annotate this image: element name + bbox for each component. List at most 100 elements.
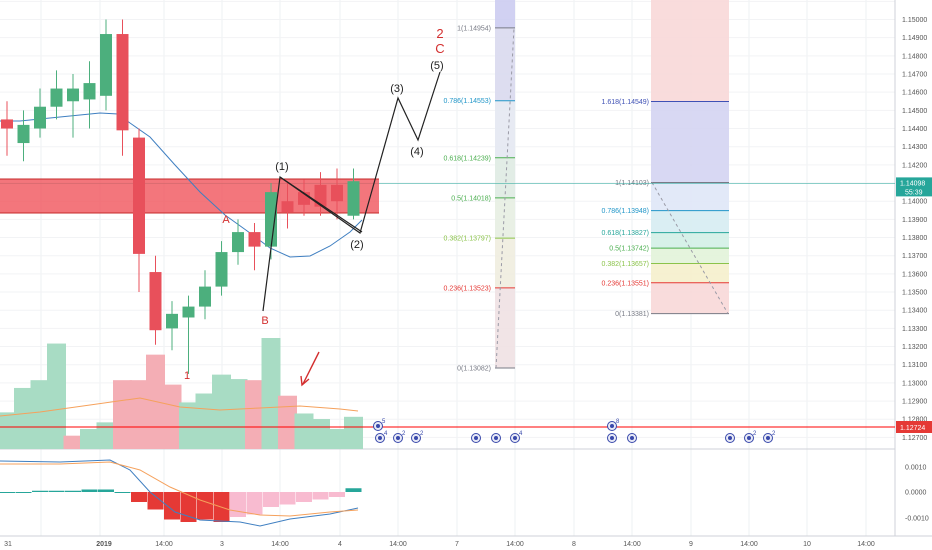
- osc-bar-6: [98, 489, 114, 492]
- osc-bar-20: [329, 492, 345, 497]
- osc-bar-17: [279, 492, 296, 505]
- fib-retracement[interactable]: 1(1.14954) 0.786(1.14553) 0.618(1.14239) 0.…: [444, 0, 515, 373]
- volume-bar-6: [96, 422, 116, 449]
- osc-line-slow: [0, 461, 359, 517]
- event-count-2: 2: [402, 431, 406, 437]
- countdown-label: 55:39: [905, 189, 923, 196]
- event-count-12: 2: [772, 431, 776, 437]
- osc-bar-1: [15, 492, 32, 493]
- price-tick-11: 1.14000: [902, 199, 927, 206]
- volume-bar-2: [30, 380, 50, 449]
- candle-body-4: [67, 88, 79, 102]
- fib-ret-label-1: 0.786(1.14553): [444, 98, 491, 105]
- price-tick-16: 1.13500: [902, 290, 927, 297]
- candle-body-14: [232, 232, 244, 253]
- event-dot-7: [610, 424, 614, 428]
- arrow-head: [300, 375, 310, 387]
- fib-ret-label-2: 0.618(1.14239): [444, 155, 491, 162]
- osc-bar-3: [48, 490, 65, 492]
- price-tick-1: 1.15000: [902, 17, 927, 24]
- fib-extension[interactable]: 1.618(1.14549)1(1.14103)0.786(1.13948)0.…: [0, 0, 895, 318]
- price-tick-15: 1.13600: [902, 271, 927, 278]
- candle-body-11: [182, 306, 195, 318]
- volume-bar-12: [195, 393, 215, 449]
- time-label-13: 10: [803, 541, 811, 548]
- time-label-6: 14:00: [389, 541, 407, 548]
- event-dot-0: [376, 424, 380, 428]
- time-label-8: 14:00: [506, 541, 524, 548]
- event-dot-3: [414, 436, 418, 440]
- event-dot-10: [728, 436, 732, 440]
- osc-tick-2: -0.0010: [905, 516, 929, 523]
- volume-pane: [0, 338, 895, 449]
- osc-bar-5: [81, 489, 98, 492]
- price-axis[interactable]: 1.15000 1.14900 1.14800 1.14700 1.14600 1.145…: [896, 17, 932, 442]
- fib-ret-trend: [495, 27, 515, 369]
- price-tick-5: 1.14600: [902, 90, 927, 97]
- price-tick-3: 1.14800: [902, 53, 927, 60]
- price-tick-6: 1.14500: [902, 108, 927, 115]
- event-count-0: 5: [382, 419, 386, 425]
- fib-ret-label-5: 0.236(1.13523): [444, 285, 491, 292]
- volume-bar-7: [113, 380, 132, 449]
- osc-bar-21: [345, 488, 362, 492]
- volume-bar-14: [228, 379, 248, 449]
- time-label-14: 14:00: [857, 541, 875, 548]
- osc-bar-12: [197, 492, 213, 520]
- event-dot-5: [494, 436, 498, 440]
- volume-bar-20: [327, 429, 347, 449]
- candle-body-2: [34, 106, 46, 129]
- candle-body-15: [248, 232, 261, 247]
- event-dot-6: [513, 436, 517, 440]
- event-dot-8: [610, 436, 614, 440]
- candle-body-1: [17, 124, 30, 144]
- fib-ext-label-6: 0.236(1.13551): [602, 280, 649, 287]
- wave-label-1: (2): [350, 239, 363, 251]
- osc-line-fast: [0, 459, 359, 527]
- fib-ext-band-top: [651, 0, 729, 102]
- event-markers[interactable]: 5 4 2 2 4 8 2 2: [373, 419, 777, 443]
- wave-count[interactable]: (1) (2) (3) (4) (5) A B 2C 1: [184, 26, 445, 387]
- fib-ext-band-3: [651, 232, 729, 249]
- fib-ext-band-2: [651, 210, 729, 233]
- osc-bar-11: [180, 492, 197, 522]
- fib-ext-label-3: 0.618(1.13827): [602, 230, 649, 237]
- osc-tick-1: 0.0000: [905, 490, 927, 497]
- price-tick-17: 1.13400: [902, 308, 927, 315]
- event-count-11: 2: [753, 431, 757, 437]
- volume-ma: [0, 397, 359, 417]
- oscillator-axis[interactable]: 0.0010 0.0000 -0.0010: [905, 465, 929, 523]
- fib-ext-band-5: [651, 263, 729, 283]
- candles: [1, 19, 360, 374]
- support-badge: [896, 421, 932, 433]
- label-c: C: [435, 41, 444, 56]
- time-label-1: 2019: [96, 541, 112, 548]
- osc-bar-18: [296, 492, 312, 502]
- candle-body-7: [116, 34, 129, 131]
- volume-bar-16: [261, 338, 281, 449]
- fib-ext-label-4: 0.5(1.13742): [609, 246, 649, 253]
- fib-ext-band-0: [651, 101, 729, 183]
- osc-bar-2: [32, 490, 48, 492]
- candle-body-12: [199, 286, 211, 307]
- price-tick-4: 1.14700: [902, 72, 927, 79]
- time-label-2: 14:00: [155, 541, 173, 548]
- time-label-5: 4: [338, 541, 342, 548]
- volume-bar-11: [179, 402, 198, 449]
- price-tick-12: 1.13900: [902, 217, 927, 224]
- candle-body-13: [215, 252, 228, 287]
- candle-body-6: [100, 34, 112, 96]
- event-dot-12: [766, 436, 770, 440]
- event-dot-11: [747, 436, 751, 440]
- fib-ret-band-top: [495, 0, 515, 28]
- price-tick-14: 1.13700: [902, 253, 927, 260]
- time-label-7: 7: [455, 541, 459, 548]
- candle-body-3: [50, 88, 63, 107]
- volume-bar-18: [294, 413, 314, 449]
- time-axis[interactable]: 31 2019 14:00 3 14:00 4 14:00 7 14:00 8 14:00 9 14:0…: [4, 541, 875, 548]
- fib-ext-label-2: 0.786(1.13948): [602, 208, 649, 215]
- event-dot-2: [396, 436, 400, 440]
- fib-ext-trend: [651, 182, 729, 314]
- price-tick-22: 1.12900: [902, 399, 927, 406]
